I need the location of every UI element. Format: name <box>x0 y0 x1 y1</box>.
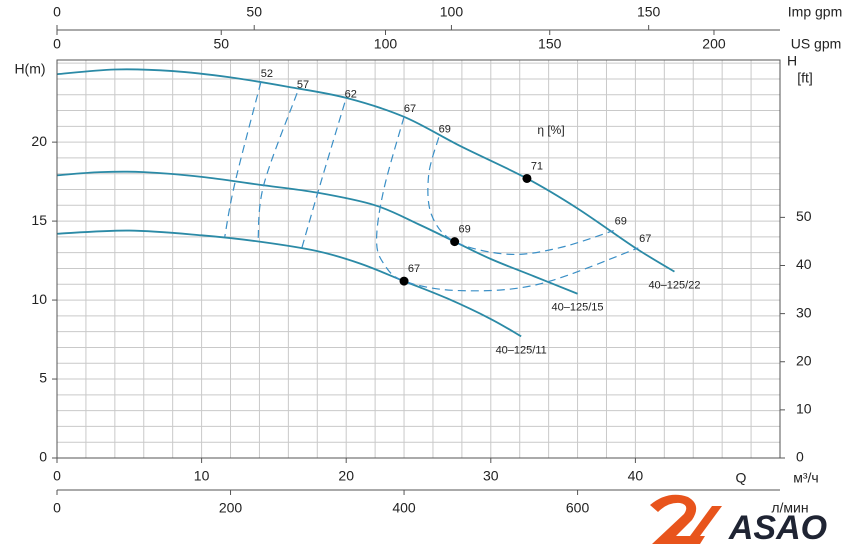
secondary-x-tick-label: 0 <box>53 500 61 516</box>
y-tick-label: 10 <box>31 291 47 307</box>
secondary-x-tick-label: 150 <box>538 36 562 52</box>
efficiency-line <box>257 92 298 242</box>
duty-point <box>522 173 532 183</box>
y-tick-label: 0 <box>39 449 47 465</box>
efficiency-value-label: 69 <box>615 215 627 227</box>
curve-label: 40–125/15 <box>552 302 604 314</box>
x-tick-label: 40 <box>628 468 644 484</box>
efficiency-line <box>224 81 262 238</box>
y2-axis-unit: [ft] <box>797 70 813 86</box>
efficiency-value-label: 52 <box>261 68 273 80</box>
secondary-axis-label: л/мин <box>771 500 808 516</box>
secondary-x-tick-label: 200 <box>702 36 726 52</box>
efficiency-value-label: 62 <box>345 89 357 101</box>
secondary-x-tick-label: 50 <box>246 4 262 20</box>
logo: ASAO <box>650 494 827 544</box>
y-axis-label: H(m) <box>14 61 45 77</box>
y-tick-label: 20 <box>31 133 47 149</box>
pump-curve <box>56 68 675 273</box>
y2-tick-label: 50 <box>796 208 812 224</box>
duty-point-label: 67 <box>408 263 420 275</box>
y-tick-label: 5 <box>39 370 47 386</box>
efficiency-value-label: 69 <box>439 123 451 135</box>
pump-curve <box>56 229 522 338</box>
y2-axis-label: H <box>787 53 797 69</box>
curve-label: 40–125/11 <box>496 344 547 356</box>
pump-curve <box>56 170 578 295</box>
x-tick-label: 0 <box>53 468 61 484</box>
x-tick-label: 30 <box>483 468 499 484</box>
secondary-x-tick-label: 600 <box>566 500 590 516</box>
y2-tick-label: 0 <box>796 449 804 465</box>
y2-tick-label: 40 <box>796 256 812 272</box>
x-tick-label: 10 <box>194 468 210 484</box>
x-axis-label: Q <box>736 470 747 486</box>
logo-mark <box>650 494 705 544</box>
secondary-axis-label: Imp gpm <box>788 4 842 20</box>
y-tick-label: 15 <box>31 212 47 228</box>
efficiency-value-label: 67 <box>639 233 651 245</box>
secondary-x-tick-label: 200 <box>219 500 243 516</box>
efficiency-line <box>300 102 346 250</box>
efficiency-label: η [%] <box>537 123 564 137</box>
secondary-x-tick-label: 0 <box>53 4 61 20</box>
secondary-x-tick-label: 150 <box>637 4 661 20</box>
y2-tick-label: 20 <box>796 352 812 368</box>
secondary-x-tick-label: 100 <box>440 4 464 20</box>
secondary-axis-label: US gpm <box>791 36 842 52</box>
grid <box>56 60 781 459</box>
x-axis-unit: м³/ч <box>793 470 818 486</box>
efficiency-line <box>375 116 639 292</box>
secondary-x-tick-label: 400 <box>392 500 416 516</box>
efficiency-value-label: 67 <box>404 103 416 115</box>
duty-point <box>450 237 460 247</box>
efficiency-line <box>427 137 614 256</box>
secondary-x-tick-label: 100 <box>374 36 398 52</box>
y2-tick-label: 30 <box>796 304 812 320</box>
duty-point-label: 71 <box>531 160 543 172</box>
secondary-x-tick-label: 50 <box>213 36 229 52</box>
logo-mark <box>690 506 722 536</box>
secondary-x-tick-label: 0 <box>53 36 61 52</box>
duty-point-label: 69 <box>459 224 471 236</box>
y2-tick-label: 10 <box>796 401 812 417</box>
curves <box>56 68 675 338</box>
logo-text: ASAO <box>728 509 827 544</box>
plot-frame <box>56 59 781 459</box>
duty-point <box>399 276 409 286</box>
efficiency-value-label: 57 <box>297 79 309 91</box>
x-tick-label: 20 <box>338 468 354 484</box>
curve-label: 40–125/22 <box>648 280 700 292</box>
